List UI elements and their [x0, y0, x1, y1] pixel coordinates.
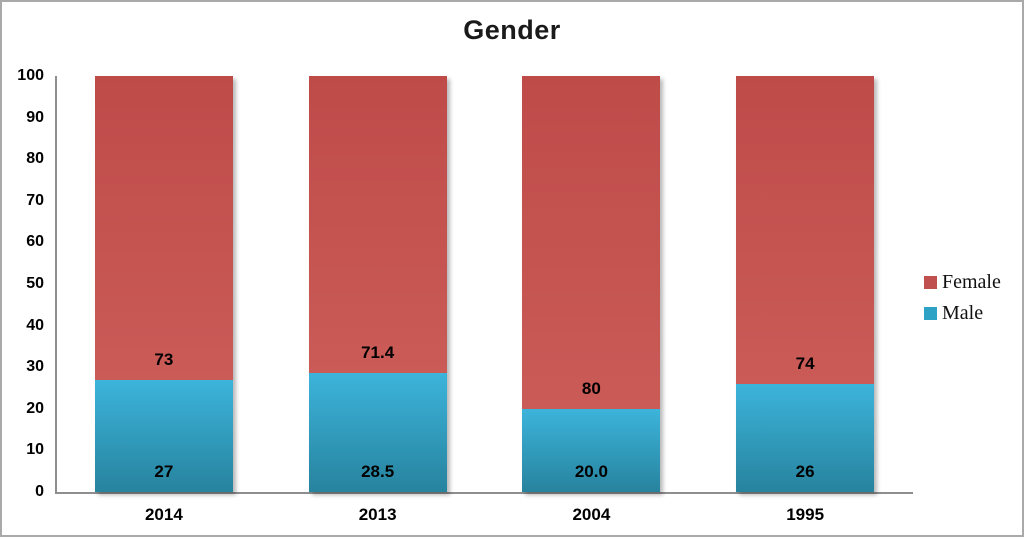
legend-item-male: Male [924, 302, 1001, 324]
bar-segment-male: 26 [736, 383, 875, 492]
bar-value-label-female: 71.4 [361, 343, 395, 363]
bar-column: 80 20.0 [522, 76, 661, 492]
y-axis-tick-label: 80 [26, 150, 44, 168]
x-axis-line [55, 492, 913, 494]
y-axis-tick-label: 50 [26, 275, 44, 292]
y-axis-tick-label: 40 [26, 316, 44, 334]
bar-segment-male: 28.5 [308, 373, 447, 492]
y-axis-tick-label: 60 [26, 233, 44, 251]
bar-value-label-male: 28.5 [361, 461, 395, 481]
x-axis-category-label: 2013 [358, 505, 397, 524]
y-axis-tick-label: 10 [26, 441, 44, 459]
bar-segment-male: 20.0 [522, 408, 661, 492]
legend-label: Male [942, 302, 984, 324]
bar-value-label-male: 26 [795, 461, 815, 481]
bar-column: 74 26 [736, 76, 875, 492]
x-axis-category-label: 1995 [786, 505, 825, 524]
bar-segment-female: 73 [94, 76, 233, 380]
bar-column: 71.4 28.5 [308, 76, 447, 492]
bar-segment-female: 80 [522, 76, 661, 409]
bar-value-label-female: 74 [795, 353, 815, 373]
bar-value-label-male: 27 [154, 461, 174, 481]
bar-value-label-female: 73 [154, 349, 174, 369]
bar-segment-female: 74 [736, 76, 875, 384]
bar-column: 73 27 [94, 76, 233, 492]
x-axis-category-label: 2014 [144, 505, 183, 524]
y-axis-tick-label: 70 [26, 191, 44, 209]
y-axis-tick-label: 20 [26, 399, 44, 417]
y-axis-tick-label: 30 [26, 358, 44, 376]
y-axis-line [55, 76, 57, 494]
y-axis-tick-label: 90 [26, 108, 44, 126]
bar-segment-female: 71.4 [308, 76, 447, 374]
legend-item-female: Female [924, 271, 1001, 293]
chart-title: Gender [463, 15, 561, 45]
y-axis-tick-label: 100 [17, 67, 44, 84]
bar-value-label-male: 20.0 [574, 461, 608, 481]
x-axis-category-label: 2004 [572, 505, 611, 524]
legend-swatch-icon [924, 275, 937, 289]
bar-segment-male: 27 [94, 379, 233, 492]
legend: Female Male [924, 271, 1001, 324]
legend-swatch-icon [924, 306, 937, 320]
y-axis-tick-label: 0 [35, 483, 44, 500]
bar-value-label-female: 80 [581, 378, 601, 398]
legend-label: Female [942, 271, 1001, 293]
